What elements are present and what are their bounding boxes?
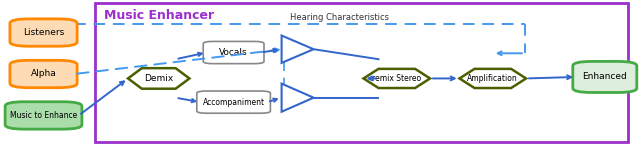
- Text: Listeners: Listeners: [23, 28, 64, 37]
- FancyBboxPatch shape: [10, 60, 77, 88]
- FancyBboxPatch shape: [197, 91, 270, 113]
- FancyBboxPatch shape: [10, 19, 77, 46]
- FancyBboxPatch shape: [204, 41, 264, 64]
- Text: Music Enhancer: Music Enhancer: [104, 9, 214, 22]
- Text: Hearing Characteristics: Hearing Characteristics: [290, 13, 388, 21]
- Text: Enhanced: Enhanced: [582, 73, 627, 81]
- Text: Demix: Demix: [144, 74, 173, 83]
- FancyBboxPatch shape: [95, 3, 628, 142]
- Text: Music to Enhance: Music to Enhance: [10, 111, 77, 120]
- Text: Amplification: Amplification: [467, 74, 518, 83]
- FancyBboxPatch shape: [573, 61, 637, 92]
- Polygon shape: [460, 69, 526, 88]
- Polygon shape: [282, 36, 314, 63]
- Polygon shape: [128, 68, 189, 89]
- Polygon shape: [282, 84, 314, 112]
- Text: Accompaniment: Accompaniment: [202, 98, 265, 107]
- Text: Vocals: Vocals: [220, 48, 248, 57]
- FancyBboxPatch shape: [5, 102, 82, 129]
- Text: Alpha: Alpha: [31, 70, 56, 78]
- Text: remix Stereo: remix Stereo: [372, 74, 421, 83]
- Polygon shape: [364, 69, 430, 88]
